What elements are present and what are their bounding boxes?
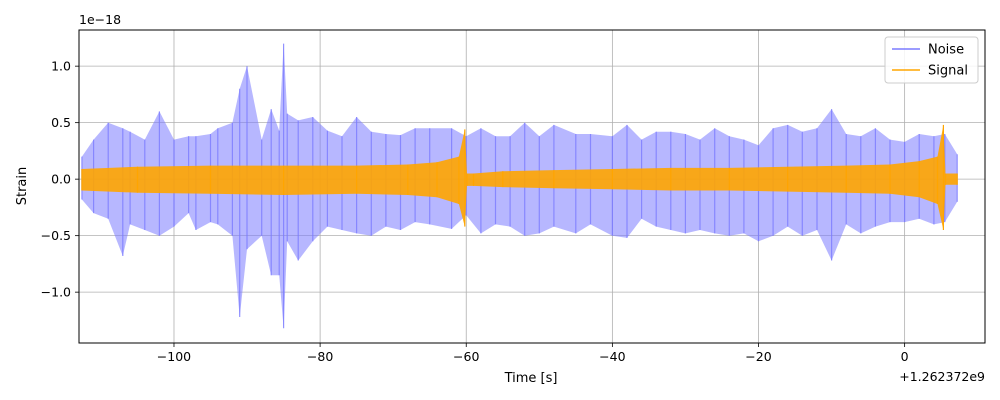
y-axis-label: Strain (15, 167, 30, 206)
legend-label-noise: Noise (928, 43, 964, 58)
x-offset-label: +1.262372e9 (899, 369, 985, 384)
legend-label-signal: Signal (928, 64, 968, 79)
plot-frame (78, 29, 986, 344)
legend: Noise Signal (884, 36, 979, 84)
series-envelope-signal (81, 124, 958, 230)
x-tick-label: 0 (901, 349, 909, 364)
axis-ticks: −100 −80 −60 −40 −20 0 −1.0 −0.5 0.0 0.5 1.0 (41, 59, 909, 364)
x-axis-label: Time [s] (504, 371, 558, 386)
x-tick-label: −100 (157, 349, 191, 364)
y-tick-label: −1.0 (41, 285, 71, 300)
y-tick-label: 1.0 (51, 59, 71, 74)
x-tick-label: −60 (453, 349, 479, 364)
y-tick-label: −0.5 (41, 228, 71, 243)
x-tick-label: −40 (599, 349, 625, 364)
x-tick-label: −80 (307, 349, 333, 364)
y-tick-label: 0.0 (51, 172, 71, 187)
y-tick-label: 0.5 (51, 115, 71, 130)
series-layer (81, 43, 958, 329)
y-scale-label: 1e−18 (79, 12, 121, 27)
x-tick-label: −20 (745, 349, 771, 364)
